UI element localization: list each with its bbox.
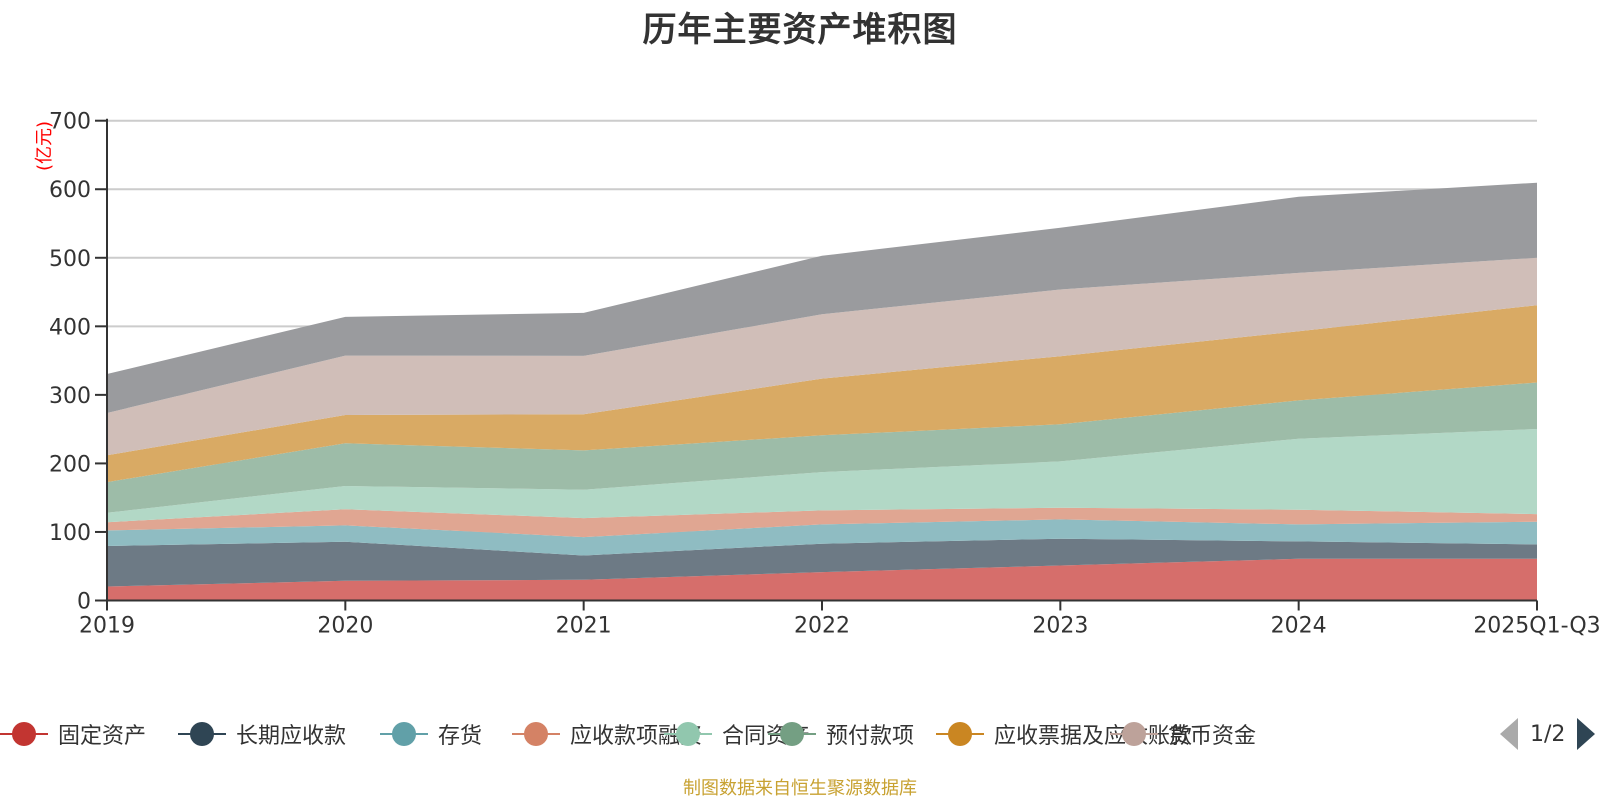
- x-tick-label: 2023: [1032, 614, 1088, 639]
- legend-marker-icon: [936, 716, 984, 752]
- legend-marker-icon: [0, 716, 48, 752]
- legend-prev-page-icon[interactable]: [1500, 718, 1518, 750]
- area-series-8[interactable]: [107, 257, 1537, 456]
- legend-pager: 1/2: [1500, 716, 1596, 752]
- legend-label: 预付款项: [826, 724, 915, 749]
- y-tick-label: 300: [49, 384, 91, 409]
- area-series-6[interactable]: [107, 382, 1537, 513]
- area-series-3[interactable]: [107, 519, 1537, 556]
- stacked-area-chart: 0 100 200 300 400 500 600 700 2019 2020 2021 2022 20…: [34, 110, 1600, 639]
- legend-items: 固定资产 长期应收款 存货 应收款项融资 合同资产 预付款项 应收票据及应收账款 货币资金: [0, 716, 1476, 752]
- legend-item[interactable]: 货币资金: [1110, 716, 1256, 752]
- legend-item[interactable]: 应收票据及应收账款: [936, 716, 1192, 752]
- y-tick-label: 100: [49, 521, 91, 546]
- x-tick-label: 2019: [79, 614, 135, 639]
- legend-label: 存货: [438, 724, 483, 749]
- area-series-1[interactable]: [107, 558, 1537, 601]
- x-tick-label: 2024: [1271, 614, 1327, 639]
- legend-marker-icon: [664, 716, 712, 752]
- chart-title: 历年主要资产堆积图: [642, 10, 958, 50]
- area-series-9[interactable]: [107, 182, 1537, 413]
- y-tick-label: 200: [49, 452, 91, 477]
- legend-item[interactable]: 长期应收款: [178, 716, 346, 752]
- x-tick-label: 2022: [794, 614, 850, 639]
- legend-label: 固定资产: [58, 724, 147, 749]
- legend-item[interactable]: 固定资产: [0, 716, 146, 752]
- legend-next-page-icon[interactable]: [1577, 718, 1596, 750]
- area-series-5[interactable]: [107, 429, 1537, 523]
- legend-label: 货币资金: [1168, 724, 1257, 749]
- legend: 固定资产 长期应收款 存货 应收款项融资 合同资产 预付款项 应收票据及应收账款 货币资金 1…: [0, 716, 1600, 752]
- y-tick-label: 700: [49, 110, 91, 135]
- x-tick-label: 2021: [556, 614, 612, 639]
- y-tick-label: 400: [49, 315, 91, 340]
- legend-item[interactable]: 预付款项: [768, 716, 914, 752]
- legend-marker-icon: [178, 716, 226, 752]
- x-tick-label: 2020: [317, 614, 373, 639]
- legend-item[interactable]: 存货: [380, 716, 482, 752]
- area-series-4[interactable]: [107, 507, 1537, 538]
- area-series-7[interactable]: [107, 305, 1537, 483]
- legend-label: 应收票据及应收账款: [994, 724, 1193, 749]
- data-source-note: 制图数据来自恒生聚源数据库: [683, 778, 917, 799]
- legend-marker-icon: [768, 716, 816, 752]
- axes: 0 100 200 300 400 500 600 700 2019 2020 2021 2022 20…: [49, 110, 1600, 639]
- y-tick-label: 500: [49, 247, 91, 272]
- legend-page-indicator: 1/2: [1530, 721, 1566, 747]
- area-series-2[interactable]: [107, 538, 1537, 587]
- y-tick-label: 600: [49, 178, 91, 203]
- area-series-layer: [107, 182, 1537, 601]
- legend-marker-icon: [512, 716, 560, 752]
- y-axis-unit-label: (亿元): [34, 121, 55, 171]
- x-tick-label: 2025Q1-Q3: [1473, 614, 1600, 639]
- legend-label: 长期应收款: [236, 724, 347, 749]
- legend-marker-icon: [380, 716, 428, 752]
- y-tick-label: 0: [77, 590, 91, 615]
- legend-marker-icon: [1110, 716, 1158, 752]
